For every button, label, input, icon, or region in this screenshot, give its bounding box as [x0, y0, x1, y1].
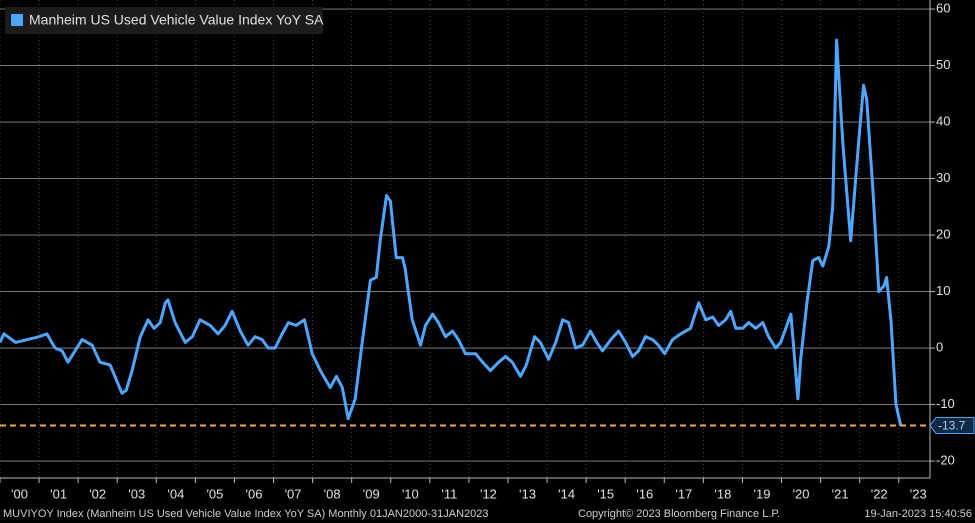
x-tick-label: '07 — [285, 486, 302, 501]
x-tick-label: '16 — [636, 486, 653, 501]
legend-swatch — [11, 14, 23, 26]
x-tick-label: '22 — [871, 486, 888, 501]
footer-center: Copyright© 2023 Bloomberg Finance L.P. — [578, 508, 780, 520]
marks — [0, 38, 930, 427]
x-tick-label: '04 — [167, 486, 184, 501]
x-tick-label: '19 — [753, 486, 770, 501]
y-tick-label: 40 — [936, 113, 950, 128]
legend-box — [5, 7, 323, 34]
x-tick-label: '03 — [128, 486, 145, 501]
x-tick-label: '11 — [441, 486, 457, 501]
series-line — [0, 38, 903, 426]
y-tick-label: -20 — [936, 452, 955, 467]
reference-label-box — [929, 416, 975, 434]
x-tick-label: '18 — [714, 486, 731, 501]
y-tick-label: 60 — [936, 0, 950, 15]
y-tick-label: 20 — [936, 226, 950, 241]
x-tick-label: '08 — [324, 486, 341, 501]
x-tick-label: '00 — [11, 486, 28, 501]
y-tick-label: 30 — [936, 170, 950, 185]
x-tick-label: '02 — [89, 486, 106, 501]
x-tick-label: '05 — [206, 486, 223, 501]
x-tick-label: '14 — [558, 486, 575, 501]
reference-label: -13.7 — [938, 419, 966, 433]
x-tick-label: '17 — [675, 486, 692, 501]
x-tick-label: '21 — [832, 486, 849, 501]
x-tick-label: '10 — [402, 486, 419, 501]
x-tick-label: '13 — [519, 486, 536, 501]
x-tick-label: '12 — [480, 486, 497, 501]
footer-right: 19-Jan-2023 15:40:56 — [864, 508, 972, 520]
x-tick-label: '23 — [910, 486, 927, 501]
footer-left: MUVIYOY Index (Manheim US Used Vehicle V… — [3, 508, 489, 520]
x-tick-label: '01 — [50, 486, 67, 501]
x-tick-label: '20 — [793, 486, 810, 501]
y-tick-label: 50 — [936, 57, 950, 72]
x-tick-label: '06 — [246, 486, 263, 501]
grid — [0, 0, 930, 478]
y-tick-label: 10 — [936, 283, 950, 298]
y-tick-label: -10 — [936, 396, 955, 411]
legend-label: Manheim US Used Vehicle Value Index YoY … — [29, 12, 324, 28]
x-tick-label: '09 — [363, 486, 380, 501]
y-tick-label: 0 — [936, 339, 943, 354]
x-tick-label: '15 — [597, 486, 614, 501]
